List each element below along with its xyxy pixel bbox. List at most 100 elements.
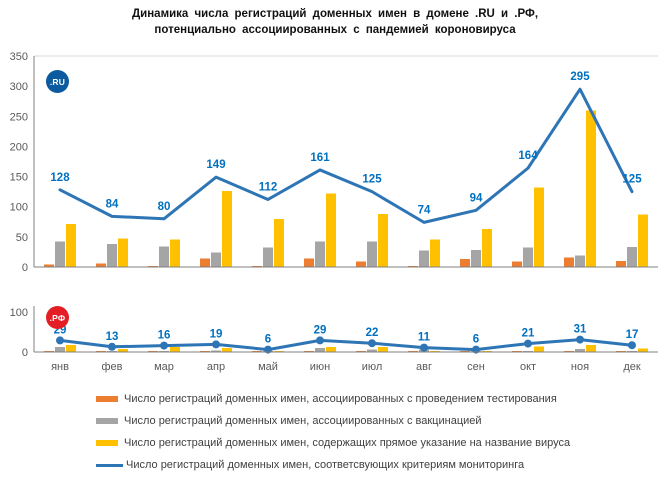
- legend-item-testing: Число регистраций доменных имен, ассоции…: [96, 388, 570, 410]
- testing-bar-swatch-icon: [96, 396, 118, 402]
- data-label: 13: [106, 331, 119, 343]
- line-marker: [108, 342, 116, 351]
- bar-series-2: [638, 348, 648, 352]
- y-tick-label: 100: [10, 307, 28, 319]
- month-label: янв: [51, 361, 69, 373]
- monitoring-line: [58, 338, 634, 352]
- bar-series-1: [263, 247, 273, 267]
- month-label: дек: [623, 361, 641, 373]
- y-tick-label: 50: [16, 232, 28, 244]
- bar-series-0: [460, 259, 470, 267]
- bar-series-2: [482, 229, 492, 267]
- y-tick-label: 150: [10, 172, 28, 184]
- ru-badge-label: .RU: [49, 76, 66, 87]
- bar-series-0: [616, 260, 626, 267]
- bar-series-2: [430, 239, 440, 267]
- month-label: мар: [154, 361, 174, 373]
- data-label: 6: [473, 334, 479, 346]
- y-tick-label: 0: [22, 347, 28, 359]
- y-tick-label: 200: [10, 141, 28, 153]
- chart-ru: 128 84 80 149 112 161 125 74 94 164 295 125 0 50 100 15…: [10, 51, 658, 274]
- data-label: 149: [206, 159, 225, 171]
- bar-series-1: [55, 347, 65, 352]
- data-label: 128: [50, 172, 70, 184]
- bar-series-1: [211, 252, 221, 267]
- data-label: 94: [470, 192, 483, 204]
- bar-series-2: [118, 349, 128, 352]
- data-label: 11: [418, 332, 431, 344]
- month-label: авг: [416, 361, 432, 373]
- bar-series-1: [419, 250, 429, 267]
- legend-item-virus-name: Число регистраций доменных имен, содержа…: [96, 432, 570, 454]
- month-label: июн: [309, 361, 331, 373]
- bar-series-0: [44, 264, 54, 267]
- data-label: 84: [106, 198, 119, 210]
- y-tick-label: 0: [22, 262, 28, 274]
- bar-series-2: [586, 110, 596, 267]
- bar-series-0: [356, 261, 366, 267]
- data-label: 112: [259, 181, 278, 193]
- bar-series-0: [96, 263, 106, 267]
- bar-series-2: [222, 191, 232, 267]
- bar-series-1: [107, 244, 117, 267]
- bar-series-2: [534, 346, 544, 352]
- bar-series-2: [326, 193, 336, 267]
- line-marker: [368, 339, 376, 348]
- bar-series-1: [367, 241, 377, 267]
- bar-series-1: [315, 348, 325, 352]
- bar-series-1: [523, 350, 533, 352]
- line-marker: [628, 341, 636, 350]
- month-label: ноя: [570, 361, 590, 373]
- bar-series-0: [512, 261, 522, 267]
- line-marker: [524, 339, 532, 348]
- line-marker: [212, 340, 220, 349]
- data-label: 164: [518, 150, 538, 162]
- bar-series-1: [55, 241, 65, 267]
- bar-series-2: [638, 214, 648, 267]
- monitoring-line: [58, 87, 634, 224]
- month-label: май: [258, 361, 278, 373]
- data-label: 21: [522, 328, 535, 340]
- legend-item-monitoring: Число регистраций доменных имен, соответ…: [96, 454, 570, 476]
- legend-label: Число регистраций доменных имен, ассоции…: [124, 415, 482, 427]
- bar-series-1: [627, 247, 637, 267]
- data-label: 22: [366, 327, 379, 339]
- data-label: 80: [158, 201, 171, 213]
- legend-label: Число регистраций доменных имен, соответ…: [126, 459, 525, 471]
- line-marker: [576, 335, 584, 344]
- month-label: сен: [467, 361, 485, 373]
- bar-series-2: [586, 344, 596, 352]
- page-title: Динамика числа регистраций доменных имен…: [0, 6, 670, 38]
- bar-series-1: [575, 255, 585, 267]
- data-label: 295: [570, 71, 590, 83]
- bar-series-1: [523, 247, 533, 267]
- virus-name-bar-swatch-icon: [96, 440, 118, 446]
- data-label: 29: [314, 324, 327, 336]
- bar-series-0: [564, 257, 574, 267]
- data-label: 125: [362, 174, 382, 186]
- bar-series-2: [378, 213, 388, 267]
- data-label: 31: [574, 324, 587, 336]
- y-tick-label: 350: [10, 51, 28, 63]
- bar-series-0: [304, 258, 314, 267]
- data-label: 6: [265, 334, 271, 346]
- rf-zone-badge: .РФ: [46, 306, 69, 329]
- title-line-1: Динамика числа регистраций доменных имен…: [131, 8, 539, 20]
- bar-series-2: [378, 347, 388, 352]
- bar-series-1: [471, 250, 481, 267]
- bar-series-2: [66, 224, 76, 267]
- bar-series-2: [66, 344, 76, 352]
- line-marker: [56, 336, 64, 345]
- bar-series-2: [430, 350, 440, 352]
- chart-legend: Число регистраций доменных имен, ассоции…: [96, 388, 570, 476]
- month-label: апр: [206, 361, 226, 373]
- title-line-2: потенциально ассоциированных с пандемией…: [154, 24, 516, 36]
- legend-item-vaccination: Число регистраций доменных имен, ассоции…: [96, 410, 570, 432]
- y-tick-label: 300: [10, 81, 28, 93]
- bar-series-0: [408, 265, 418, 267]
- bar-series-1: [315, 241, 325, 267]
- line-marker: [160, 341, 168, 350]
